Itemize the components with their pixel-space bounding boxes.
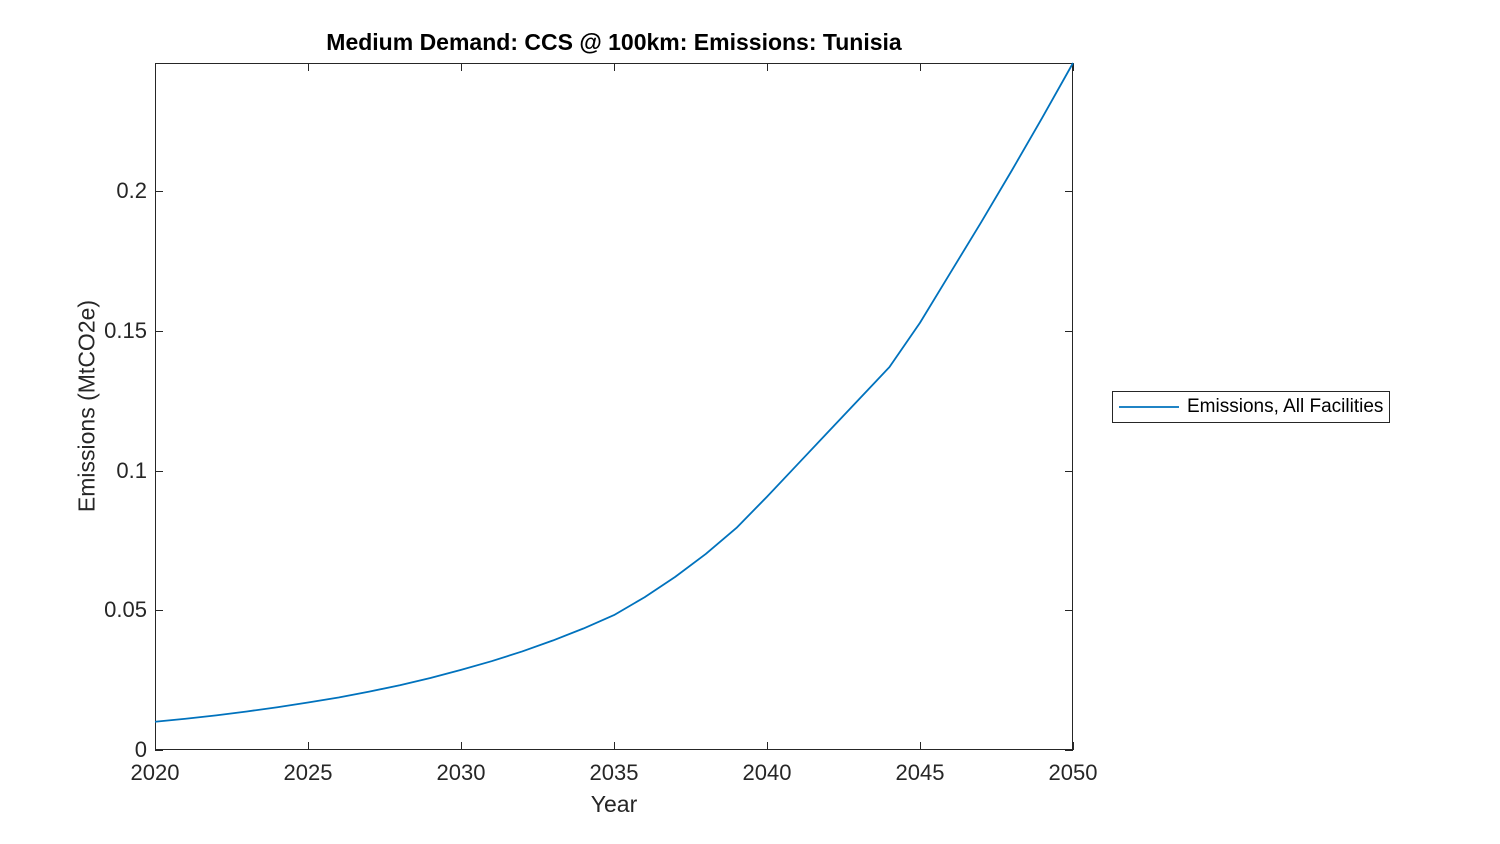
chart-title: Medium Demand: CCS @ 100km: Emissions: T… — [326, 29, 902, 55]
y-tick-label: 0 — [134, 737, 147, 762]
x-axis-label: Year — [590, 791, 638, 817]
plot-area — [154, 62, 1074, 751]
legend: Emissions, All Facilities — [1112, 391, 1390, 423]
y-tick-label: 0.05 — [104, 597, 147, 623]
x-tick-label: 2025 — [283, 760, 333, 785]
x-tick-label: 2040 — [742, 760, 792, 785]
legend-label: Emissions, All Facilities — [1187, 396, 1384, 417]
y-tick-label: 0.1 — [116, 457, 147, 483]
x-tick-label: 2050 — [1048, 760, 1098, 785]
x-tick-label: 2020 — [130, 760, 180, 785]
x-tick-label: 2030 — [436, 760, 486, 785]
x-tick-label: 2035 — [589, 760, 639, 785]
emissions-line-chart — [154, 62, 1074, 751]
emissions-line — [154, 62, 1074, 723]
y-tick-label: 0.15 — [104, 318, 147, 344]
x-tick-label: 2045 — [895, 760, 945, 785]
y-tick-label: 0.2 — [116, 178, 147, 204]
axes-box — [155, 63, 1073, 750]
legend-line-sample-icon — [1119, 406, 1179, 408]
